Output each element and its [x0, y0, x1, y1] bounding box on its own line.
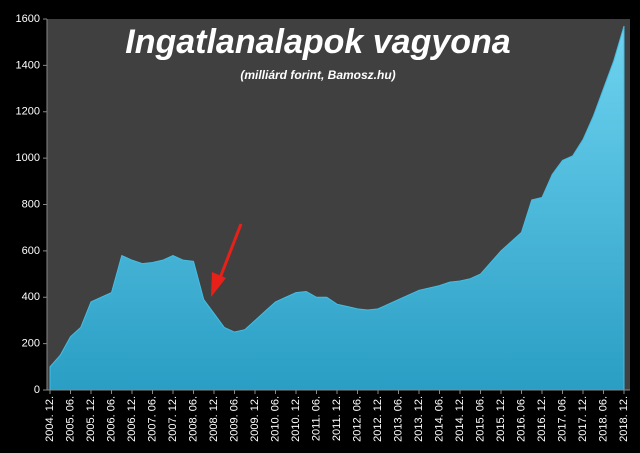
x-tick-label: 2010. 06. — [269, 396, 281, 442]
x-tick-label: 2015. 12. — [495, 396, 507, 442]
x-tick-label: 2009. 12. — [249, 396, 261, 442]
chart-subtitle: (milliárd forint, Bamosz.hu) — [240, 68, 395, 82]
y-tick-label: 0 — [34, 384, 40, 396]
x-tick-label: 2007. 12. — [167, 396, 179, 442]
x-tick-label: 2017. 12. — [577, 396, 589, 442]
x-tick-label: 2006. 12. — [126, 396, 138, 442]
y-tick-label: 1400 — [16, 59, 40, 71]
x-tick-label: 2014. 06. — [433, 396, 445, 442]
y-tick-label: 600 — [22, 245, 40, 257]
x-tick-label: 2016. 06. — [515, 396, 527, 442]
x-tick-label: 2005. 12. — [85, 396, 97, 442]
y-tick-label: 1200 — [16, 106, 40, 118]
x-tick-label: 2008. 12. — [208, 396, 220, 442]
annotation-arrow — [211, 223, 243, 297]
x-tick-label: 2016. 12. — [536, 396, 548, 442]
y-tick-label: 1600 — [16, 13, 40, 25]
y-tick-label: 1000 — [16, 152, 40, 164]
y-tick-label: 200 — [22, 338, 40, 350]
x-tick-label: 2013. 06. — [392, 396, 404, 442]
x-tick-label: 2007. 06. — [146, 396, 158, 442]
x-tick-label: 2015. 06. — [474, 396, 486, 442]
x-tick-label: 2018. 06. — [597, 396, 609, 442]
x-tick-label: 2005. 06. — [64, 396, 76, 442]
x-tick-label: 2013. 12. — [413, 396, 425, 442]
x-tick-label: 2006. 06. — [105, 396, 117, 442]
x-tick-label: 2010. 12. — [290, 396, 302, 442]
x-tick-label: 2018. 12. — [618, 396, 630, 442]
x-tick-label: 2008. 06. — [187, 396, 199, 442]
x-tick-label: 2014. 12. — [454, 396, 466, 442]
y-tick-label: 400 — [22, 291, 40, 303]
x-tick-label: 2012. 06. — [351, 396, 363, 442]
x-tick-label: 2004. 12. — [44, 396, 56, 442]
x-tick-label: 2012. 12. — [372, 396, 384, 442]
x-tick-label: 2009. 06. — [228, 396, 240, 442]
x-tick-label: 2011. 06. — [310, 396, 322, 441]
y-tick-label: 800 — [22, 198, 40, 210]
x-tick-label: 2017. 06. — [556, 396, 568, 442]
chart-title: Ingatlanalapok vagyona — [125, 23, 510, 61]
area — [49, 25, 625, 391]
x-tick-label: 2011. 12. — [331, 396, 343, 441]
